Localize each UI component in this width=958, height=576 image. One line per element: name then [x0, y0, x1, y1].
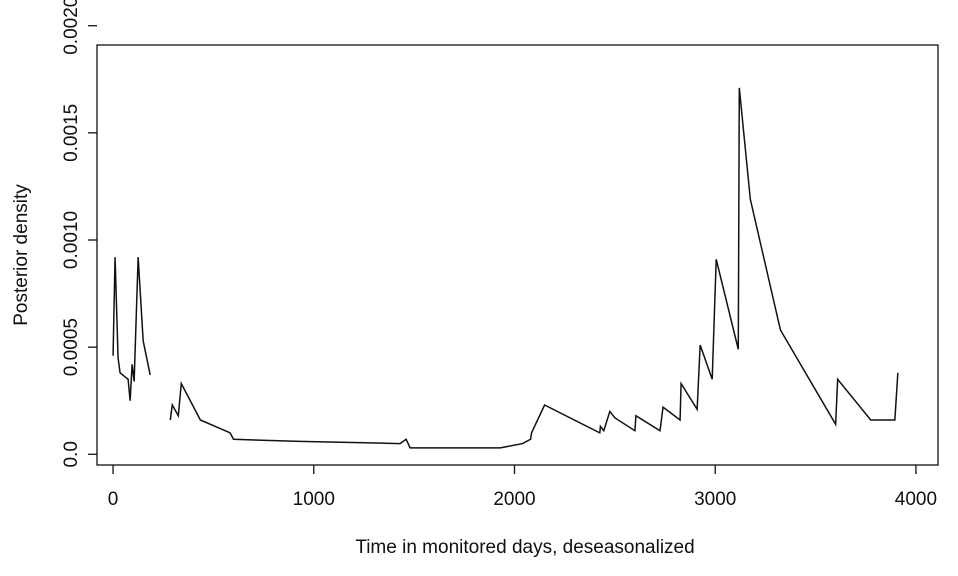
y-tick-label: 0.0005: [61, 318, 82, 376]
y-tick-label: 0.0015: [61, 104, 82, 162]
data-line: [112, 257, 151, 401]
data-line: [169, 87, 899, 449]
y-axis-title: Posterior density: [11, 184, 32, 326]
x-tick-label: 4000: [895, 489, 937, 510]
x-axis-title: Time in monitored days, deseasonalized: [355, 537, 694, 558]
x-tick-label: 1000: [293, 489, 335, 510]
y-tick-label: 0.0: [61, 441, 82, 467]
x-tick-label: 2000: [493, 489, 535, 510]
x-tick-label: 0: [108, 489, 119, 510]
plot-frame: [96, 44, 939, 466]
y-tick-label: 0.0020: [61, 0, 82, 55]
y-tick-label: 0.0010: [61, 211, 82, 269]
x-tick-label: 3000: [694, 489, 736, 510]
